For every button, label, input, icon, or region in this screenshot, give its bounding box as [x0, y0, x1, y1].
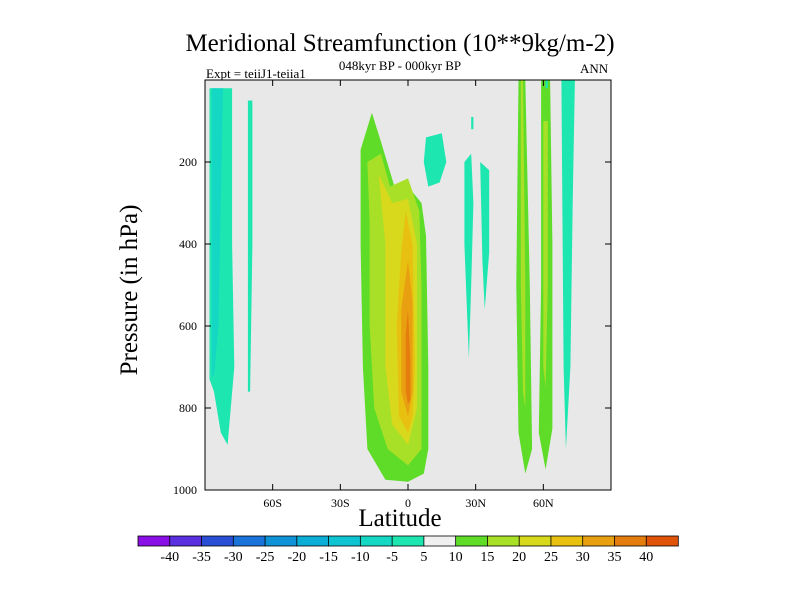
y-tick-label: 600: [179, 319, 197, 333]
season-label: ANN: [580, 61, 609, 76]
colorbar-swatch: [201, 535, 234, 547]
contour-region-nh-negative: [561, 80, 575, 449]
chart-title: Meridional Streamfunction (10**9kg/m-2): [185, 30, 615, 57]
contour-region-nh-positive-1-core: [520, 80, 526, 408]
contour-region-nh-positive-2-core: [543, 121, 548, 388]
contour-region-sh-high-lat-negative-core: [211, 88, 223, 376]
colorbar-swatch: [264, 535, 298, 547]
y-tick-label: 800: [179, 401, 197, 415]
colorbar-label: 35: [607, 550, 621, 565]
colorbar-swatch: [232, 535, 266, 547]
x-tick-label: 0: [405, 496, 411, 510]
contour-region-nh-tiny-negative: [545, 80, 548, 89]
contour-region-sh-narrow-negative: [247, 100, 253, 392]
colorbar: -40 -35 -30 -25 -20 -15 -10 -5 5 10 15 20 25 30 35 40: [137, 535, 679, 565]
y-tick-label: 200: [179, 155, 197, 169]
colorbar-swatch: [423, 535, 457, 547]
colorbar-swatch: [518, 535, 552, 547]
x-tick-label: 30S: [331, 496, 350, 510]
experiment-label: Expt = teiiJ1-teiia1: [206, 66, 306, 81]
x-tick-label: 60N: [533, 496, 554, 510]
colorbar-label: -40: [160, 550, 179, 565]
colorbar-label: -15: [319, 550, 338, 565]
colorbar-swatch: [391, 535, 425, 547]
x-axis-label: Latitude: [358, 505, 442, 532]
colorbar-label: -35: [192, 550, 211, 565]
colorbar-swatch: [455, 535, 489, 547]
colorbar-label: 40: [639, 550, 653, 565]
colorbar-label: 25: [544, 550, 558, 565]
colorbar-swatch: [645, 535, 679, 547]
y-tick-label: 400: [179, 237, 197, 251]
colorbar-swatch: [169, 535, 203, 547]
colorbar-label: -30: [224, 550, 243, 565]
colorbar-label: 10: [449, 550, 463, 565]
colorbar-swatch: [582, 535, 616, 547]
colorbar-swatch: [614, 535, 647, 547]
colorbar-swatch: [550, 535, 584, 547]
colorbar-label: 20: [512, 550, 526, 565]
colorbar-label: -25: [256, 550, 275, 565]
contour-region-tropical-cell-30: [405, 309, 411, 404]
colorbar-swatch: [328, 535, 362, 547]
colorbar-swatch: [359, 535, 393, 547]
axes: 60S 30S 0 30N 60N 200 400 600 800 1000: [173, 80, 611, 510]
contour-regions: [209, 80, 575, 482]
colorbar-swatch: [296, 535, 330, 547]
colorbar-label: 30: [576, 550, 590, 565]
colorbar-label: -5: [386, 550, 398, 565]
y-tick-label: 1000: [173, 483, 197, 497]
x-tick-label: 30N: [465, 496, 486, 510]
colorbar-label: 5: [420, 550, 427, 565]
x-tick-label: 60S: [263, 496, 282, 510]
contour-region-mid-narrow-negative-2: [480, 162, 490, 310]
contour-region-mid-tiny-negative: [471, 116, 474, 130]
colorbar-label: -20: [287, 550, 306, 565]
colorbar-label: -10: [351, 550, 370, 565]
colorbar-swatch: [137, 535, 171, 547]
colorbar-label: 15: [480, 550, 494, 565]
chart-subtitle: 048kyr BP - 000kyr BP: [338, 58, 462, 73]
colorbar-swatch: [487, 535, 520, 547]
contour-region-mid-narrow-negative-1: [464, 153, 474, 359]
contour-region-upper-blob-negative: [423, 133, 447, 187]
